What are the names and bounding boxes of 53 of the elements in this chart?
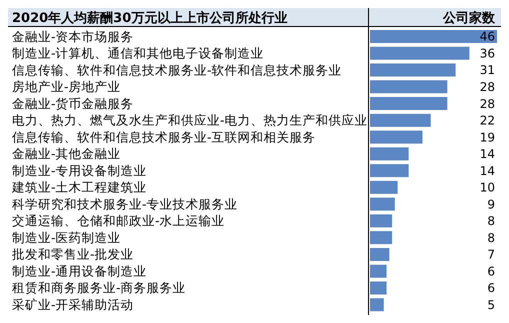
y-tick-label: 科学研究和技术服务业-专业技术服务业 [12,196,238,212]
y-tick-label: 交通运输、仓储和邮政业-水上运输业 [12,213,225,228]
y-tick-label: 制造业-医药制造业 [12,230,121,245]
bar [370,281,387,294]
bar [370,248,390,261]
text: 2020年人均薪酬30万元以上上市公司所处行业 [12,10,288,27]
y-tick-label: 房地产业-房地产业 [12,79,121,94]
data-label: 10 [480,180,495,195]
x-axis-title: 公司家数 [443,10,495,27]
y-tick-label: 金融业-货币金融服务 [12,96,134,111]
bar [370,298,384,312]
y-tick-label: 采矿业-开采辅助活动 [12,296,134,312]
bar [370,30,497,43]
data-label: 8 [487,230,495,245]
y-tick-label: 制造业-计算机、通信和其他电子设备制造业 [12,46,264,61]
data-label: 7 [487,248,495,262]
bar [370,164,409,178]
data-label: 14 [480,147,495,162]
data-label: 5 [487,298,495,312]
bar [370,130,422,144]
data-label: 14 [480,164,495,178]
bar [370,64,456,77]
y-tick-label: 信息传输、软件和信息技术服务业-软件和信息技术服务业 [12,62,342,78]
data-label: 6 [487,281,495,296]
bar [370,80,448,94]
y-tick-label: 信息传输、软件和信息技术服务业-互联网和相关服务 [12,129,316,144]
data-label: 31 [480,63,495,78]
bar [370,114,431,127]
bar [370,180,398,194]
data-label: 6 [487,264,495,278]
bar [370,264,387,278]
y-tick-label: 金融业-资本市场服务 [12,28,134,44]
data-label: 28 [480,96,495,111]
bar [370,214,392,228]
data-label: 28 [480,80,495,94]
y-tick-label: 建筑业-土木工程建筑业 [11,180,147,195]
y-tick-label: 制造业-通用设备制造业 [12,263,147,278]
y-tick-label: 租赁和商务服务业-商务服务业 [12,280,186,296]
y-tick-label: 电力、热力、燃气及水生产和供应业-电力、热力生产和供应业 [12,112,368,128]
data-label: 19 [480,130,495,144]
y-tick-label: 金融业-其他金融业 [12,146,121,162]
y-tick-label: 批发和零售业-批发业 [12,246,134,262]
bar [370,97,448,110]
bar [370,231,392,244]
data-label: 9 [487,197,495,212]
bar [370,46,470,60]
y-tick-label: 制造业-专用设备制造业 [12,162,147,178]
data-label: 8 [487,214,495,228]
bar [370,198,395,211]
bar [370,147,409,160]
data-label: 46 [480,30,495,44]
data-label: 22 [480,114,495,128]
data-label: 36 [480,46,495,60]
